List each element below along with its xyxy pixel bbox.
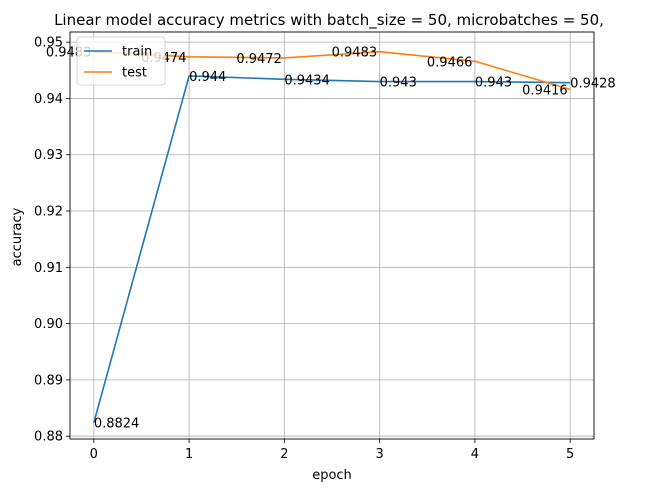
- data-label-test: 0.9472: [236, 52, 282, 67]
- y-tick-label: 0.94: [34, 92, 63, 107]
- x-tick-label: 1: [185, 447, 193, 462]
- series-line-train: [93, 75, 571, 423]
- x-tick-label: 3: [375, 447, 383, 462]
- y-tick-label: 0.95: [34, 36, 63, 51]
- axes-frame: [69, 31, 595, 440]
- data-label-train: 0.944: [189, 70, 226, 85]
- series-line-test: [93, 50, 571, 91]
- legend: train test: [76, 36, 166, 86]
- y-axis-label: accuracy: [10, 207, 25, 266]
- legend-label-test: test: [122, 66, 147, 81]
- y-tick-label: 0.92: [34, 205, 63, 220]
- data-label-test: 0.9466: [427, 55, 473, 70]
- data-label-train: 0.8824: [94, 417, 139, 432]
- data-label-test: 0.9483: [332, 46, 378, 61]
- y-tick-label: 0.90: [34, 317, 63, 332]
- legend-box: [76, 36, 166, 86]
- series-lines: [93, 50, 571, 423]
- y-tick-label: 0.93: [34, 148, 63, 163]
- y-tick-label: 0.89: [34, 373, 63, 388]
- x-tick-label: 4: [471, 447, 479, 462]
- x-axis-label: epoch: [312, 468, 352, 483]
- axis-ticks: 0 1 2 3 4 5 0.88 0.89 0.90 0.91 0.92 0.93 0.94 0.95: [34, 36, 574, 462]
- data-label-train: 0.943: [475, 76, 512, 91]
- chart-title: Linear model accuracy metrics with batch…: [54, 11, 604, 30]
- y-tick-label: 0.88: [34, 430, 63, 445]
- y-tick-label: 0.91: [34, 261, 63, 276]
- data-label-train: 0.9428: [570, 77, 616, 92]
- x-tick-label: 5: [566, 447, 574, 462]
- grid-lines: [70, 32, 594, 439]
- x-tick-label: 0: [90, 447, 98, 462]
- data-label-train: 0.943: [380, 76, 417, 91]
- x-tick-label: 2: [280, 447, 288, 462]
- legend-label-train: train: [122, 45, 152, 60]
- data-label-train: 0.9434: [284, 73, 330, 88]
- plot-frame: [69, 31, 595, 440]
- data-label-test: 0.9416: [522, 83, 568, 98]
